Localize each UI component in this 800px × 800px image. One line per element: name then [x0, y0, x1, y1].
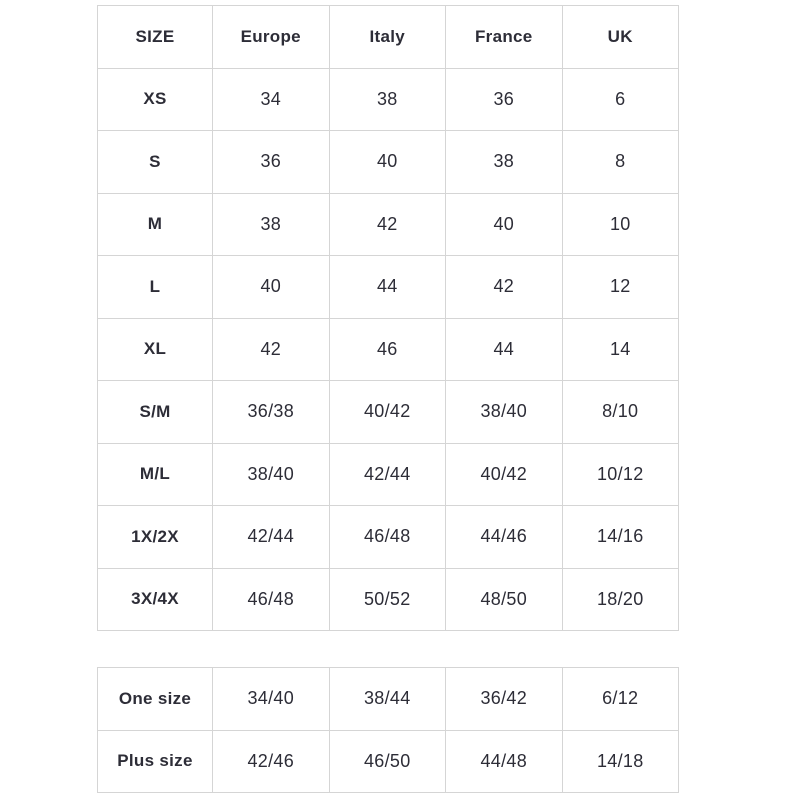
table-row: 1X/2X 42/44 46/48 44/46 14/16 [97, 505, 679, 569]
value-cell: 42/44 [328, 442, 446, 506]
value-cell: 50/52 [328, 567, 446, 631]
header-cell-size: SIZE [97, 5, 213, 69]
row-label-cell: L [97, 255, 213, 319]
value-cell: 38/40 [212, 442, 330, 506]
value-cell: 38/44 [328, 667, 446, 731]
value-cell: 44/46 [445, 505, 563, 569]
table-row: XL 42 46 44 14 [97, 317, 679, 381]
row-label-cell: 3X/4X [97, 567, 213, 631]
value-cell: 40 [328, 130, 446, 194]
table-row: Plus size 42/46 46/50 44/48 14/18 [97, 729, 679, 793]
value-cell: 36 [445, 67, 563, 131]
table-row: M/L 38/40 42/44 40/42 10/12 [97, 442, 679, 506]
row-label-cell: 1X/2X [97, 505, 213, 569]
row-label-cell: S [97, 130, 213, 194]
value-cell: 46/48 [328, 505, 446, 569]
table-row: One size 34/40 38/44 36/42 6/12 [97, 667, 679, 731]
table-row: L 40 44 42 12 [97, 255, 679, 319]
header-row: SIZE Europe Italy France UK [97, 5, 679, 69]
value-cell: 10 [561, 192, 679, 256]
table-row: 3X/4X 46/48 50/52 48/50 18/20 [97, 567, 679, 631]
value-cell: 36/38 [212, 380, 330, 444]
size-conversion-table: SIZE Europe Italy France UK XS 34 38 36 6 S 36… [97, 5, 679, 631]
value-cell: 46/50 [328, 729, 446, 793]
value-cell: 8/10 [561, 380, 679, 444]
value-cell: 38 [445, 130, 563, 194]
value-cell: 42 [212, 317, 330, 381]
row-label-cell: XL [97, 317, 213, 381]
value-cell: 38 [328, 67, 446, 131]
value-cell: 8 [561, 130, 679, 194]
row-label-cell: M/L [97, 442, 213, 506]
value-cell: 42 [328, 192, 446, 256]
row-label-cell: M [97, 192, 213, 256]
value-cell: 14/16 [561, 505, 679, 569]
value-cell: 48/50 [445, 567, 563, 631]
value-cell: 14 [561, 317, 679, 381]
row-label-cell: XS [97, 67, 213, 131]
row-label-cell: One size [97, 667, 213, 731]
value-cell: 44 [445, 317, 563, 381]
row-label-cell: Plus size [97, 729, 213, 793]
table-row: XS 34 38 36 6 [97, 67, 679, 131]
value-cell: 14/18 [561, 729, 679, 793]
value-cell: 44/48 [445, 729, 563, 793]
value-cell: 18/20 [561, 567, 679, 631]
value-cell: 42/46 [212, 729, 330, 793]
value-cell: 38 [212, 192, 330, 256]
table-row: S 36 40 38 8 [97, 130, 679, 194]
value-cell: 42 [445, 255, 563, 319]
value-cell: 10/12 [561, 442, 679, 506]
table-row: S/M 36/38 40/42 38/40 8/10 [97, 380, 679, 444]
special-sizes-table: One size 34/40 38/44 36/42 6/12 Plus size 42/4… [97, 667, 679, 793]
table-gap [97, 631, 679, 667]
row-label-cell: S/M [97, 380, 213, 444]
value-cell: 40 [212, 255, 330, 319]
value-cell: 40/42 [445, 442, 563, 506]
header-cell-france: France [445, 5, 563, 69]
value-cell: 6/12 [561, 667, 679, 731]
value-cell: 42/44 [212, 505, 330, 569]
value-cell: 40 [445, 192, 563, 256]
value-cell: 34 [212, 67, 330, 131]
value-cell: 36 [212, 130, 330, 194]
value-cell: 38/40 [445, 380, 563, 444]
value-cell: 12 [561, 255, 679, 319]
table-header: SIZE Europe Italy France UK [97, 5, 679, 69]
value-cell: 40/42 [328, 380, 446, 444]
value-cell: 44 [328, 255, 446, 319]
value-cell: 36/42 [445, 667, 563, 731]
table-body: One size 34/40 38/44 36/42 6/12 Plus size 42/4… [97, 667, 679, 793]
header-cell-uk: UK [561, 5, 679, 69]
table-body: XS 34 38 36 6 S 36 40 38 8 M 38 42 40 10 L 40 44 42 12 XL 42 4… [97, 67, 679, 631]
table-row: M 38 42 40 10 [97, 192, 679, 256]
size-chart-page: SIZE Europe Italy France UK XS 34 38 36 6 S 36… [97, 5, 679, 793]
value-cell: 34/40 [212, 667, 330, 731]
header-cell-europe: Europe [212, 5, 330, 69]
value-cell: 46 [328, 317, 446, 381]
header-cell-italy: Italy [328, 5, 446, 69]
value-cell: 46/48 [212, 567, 330, 631]
value-cell: 6 [561, 67, 679, 131]
